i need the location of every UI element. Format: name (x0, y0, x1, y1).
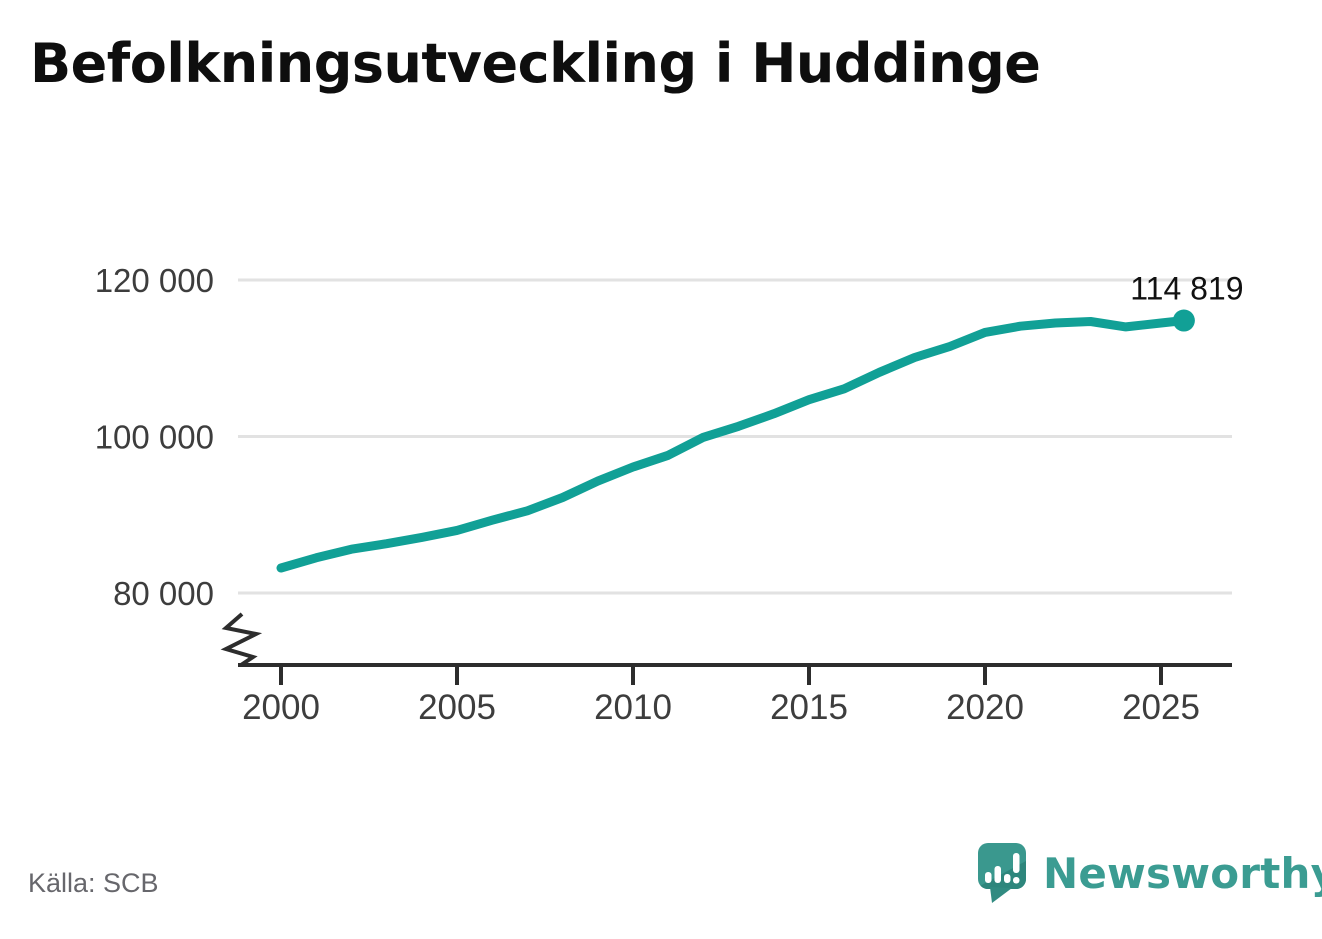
x-axis-tick-label: 2005 (418, 688, 496, 727)
population-line-series (276, 316, 1189, 573)
source-label: Källa: SCB (28, 868, 159, 898)
y-axis-tick-label: 120 000 (95, 262, 214, 299)
latest-value-label: 114 819 (1130, 271, 1243, 307)
x-axis-tick-label: 2015 (770, 688, 848, 727)
y-axis-tick-label: 100 000 (95, 419, 214, 456)
axis-break-icon (220, 612, 263, 667)
newsworthy-logo: Newsworthy (976, 841, 1322, 905)
x-axis-tick-label: 2020 (946, 688, 1024, 727)
x-axis-tick-label: 2010 (594, 688, 672, 727)
x-axis-tick-label: 2000 (242, 688, 320, 727)
x-axis-tick-label: 2025 (1122, 688, 1200, 727)
latest-value-dot (1172, 309, 1195, 332)
newsworthy-wordmark: Newsworthy (1043, 848, 1322, 898)
chart-title: Befolkningsutveckling i Huddinge (30, 32, 1041, 95)
y-axis-tick-label: 80 000 (113, 575, 214, 612)
newsworthy-icon (978, 843, 1026, 903)
